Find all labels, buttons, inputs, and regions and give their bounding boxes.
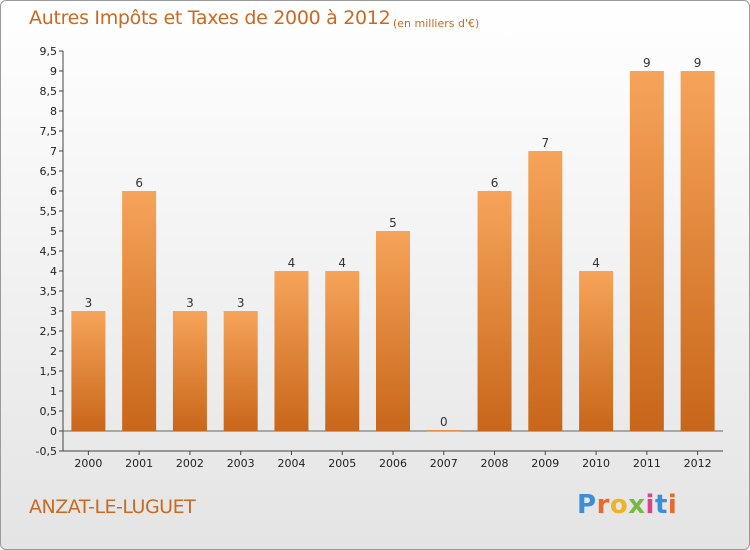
data-label: 5 [389, 216, 397, 230]
logo-letter: x [628, 490, 646, 520]
bar [71, 311, 106, 431]
bar [274, 271, 309, 431]
y-tick-label: 7 [50, 145, 57, 158]
y-tick-label: 5,5 [40, 205, 58, 218]
y-tick-label: 6,5 [40, 165, 58, 178]
x-tick-label: 2009 [531, 457, 559, 470]
bar [172, 311, 207, 431]
data-label: 9 [694, 56, 702, 70]
bar [325, 271, 360, 431]
y-tick-label: 6 [50, 185, 57, 198]
data-label: 4 [338, 256, 346, 270]
bar [680, 71, 715, 431]
data-label: 3 [85, 296, 93, 310]
y-tick-label: 9 [50, 65, 57, 78]
bar [426, 430, 461, 432]
logo-letter: i [645, 490, 655, 520]
y-tick-label: 4,5 [40, 245, 58, 258]
chart-title: Autres Impôts et Taxes de 2000 à 2012 [29, 7, 391, 29]
data-label: 7 [541, 136, 549, 150]
y-tick-label: 2,5 [40, 325, 58, 338]
bar [122, 191, 157, 431]
data-label: 6 [491, 176, 499, 190]
x-tick-label: 2011 [633, 457, 661, 470]
data-label: 6 [135, 176, 143, 190]
x-tick-label: 2006 [379, 457, 407, 470]
x-tick-label: 2005 [328, 457, 356, 470]
y-tick-label: 7,5 [40, 125, 58, 138]
y-tick-label: 5 [50, 225, 57, 238]
x-tick-label: 2004 [277, 457, 305, 470]
x-tick-label: 2007 [430, 457, 458, 470]
town-name: ANZAT-LE-LUGUET [29, 496, 196, 518]
y-tick-label: 8 [50, 105, 57, 118]
y-tick-label: 3 [50, 305, 57, 318]
y-tick-label: -0,5 [36, 445, 57, 458]
y-tick-label: 1,5 [40, 365, 58, 378]
logo-letter: o [609, 490, 629, 520]
x-tick-label: 2008 [481, 457, 509, 470]
chart-subtitle: (en milliers d'€) [393, 17, 480, 30]
x-tick-label: 2012 [684, 457, 712, 470]
x-tick-label: 2002 [176, 457, 204, 470]
bar [629, 71, 664, 431]
y-tick-label: 4 [50, 265, 57, 278]
bar [579, 271, 614, 431]
y-tick-label: 8,5 [40, 85, 58, 98]
bar [477, 191, 512, 431]
y-tick-label: 1 [50, 385, 57, 398]
bar [528, 151, 563, 431]
y-tick-label: 3,5 [40, 285, 58, 298]
bar [223, 311, 258, 431]
logo-letter: r [596, 490, 610, 520]
proxiti-logo[interactable]: Proxiti [577, 490, 677, 520]
bar [376, 231, 410, 431]
chart-labels: 3 6 3 3 4 4 5 0 6 7 4 9 9 [85, 56, 702, 429]
data-label: 4 [288, 256, 296, 270]
data-label: 3 [186, 296, 194, 310]
chart-bars [71, 71, 715, 432]
x-tick-label: 2001 [125, 457, 153, 470]
y-tick-label: 0 [50, 425, 57, 438]
data-label: 0 [440, 415, 448, 429]
data-label: 9 [643, 56, 651, 70]
y-tick-label: 0,5 [40, 405, 58, 418]
logo-letter: i [667, 490, 678, 520]
x-tick-label: 2000 [74, 457, 102, 470]
y-tick-label: 2 [50, 345, 57, 358]
data-label: 4 [592, 256, 600, 270]
x-tick-label: 2003 [227, 457, 255, 470]
logo-letter: P [577, 490, 597, 520]
logo-letter: t [654, 490, 668, 520]
x-tick-label: 2010 [582, 457, 610, 470]
y-tick-label: 9,5 [40, 45, 58, 58]
data-label: 3 [237, 296, 245, 310]
